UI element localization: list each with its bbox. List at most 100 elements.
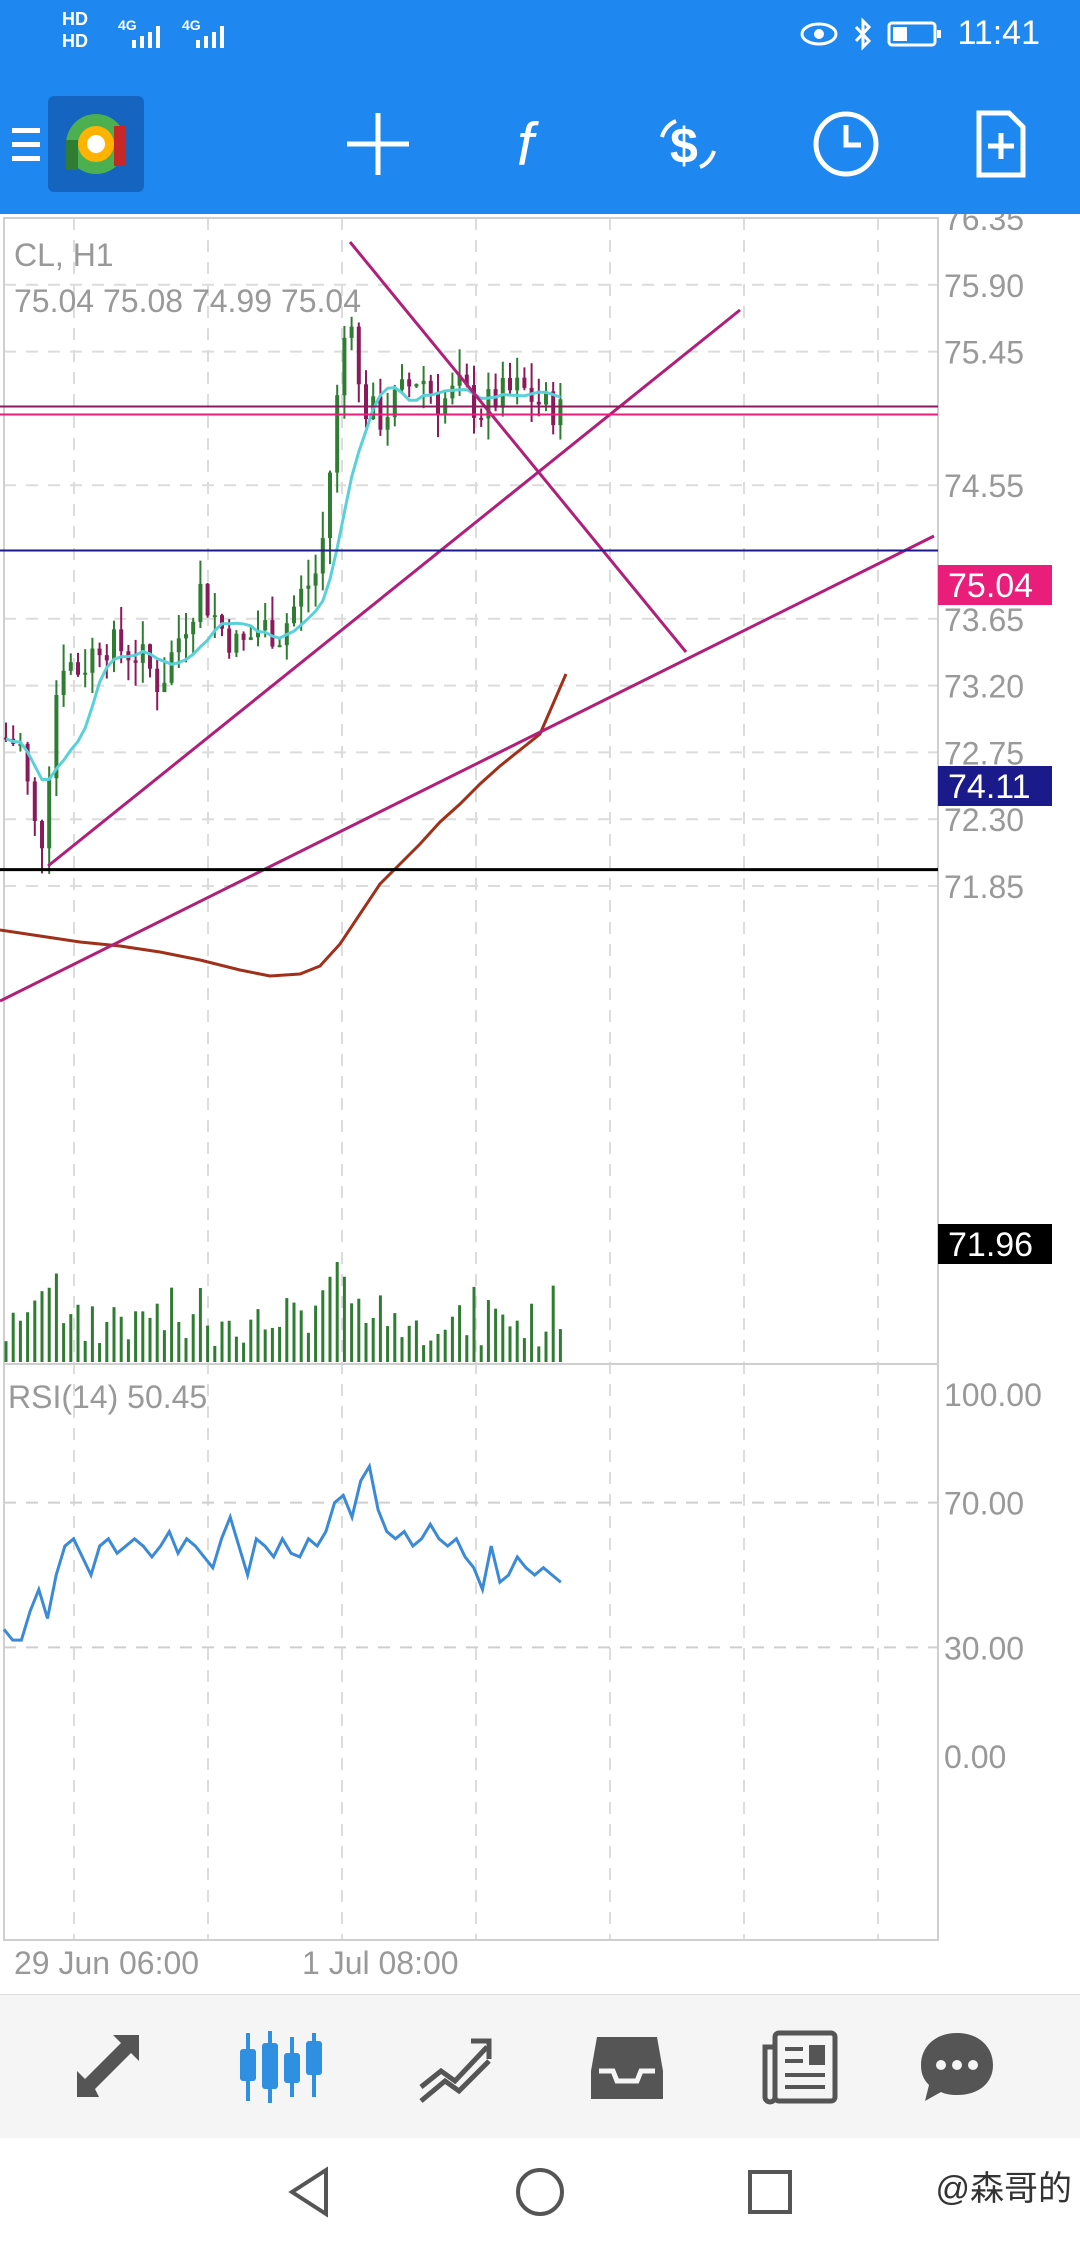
candle (148, 644, 152, 669)
eye-icon (800, 22, 838, 45)
candle (515, 377, 520, 391)
candle (104, 655, 109, 661)
svg-text:4G: 4G (182, 17, 201, 33)
candle (112, 629, 116, 661)
nav-chat[interactable] (912, 2025, 1002, 2109)
candle (40, 820, 44, 849)
candle (464, 374, 469, 386)
svg-text:$: $ (670, 118, 698, 174)
candle (76, 662, 80, 675)
candle (119, 629, 124, 652)
dollar-trade-icon: $ (660, 118, 716, 174)
candle (450, 385, 455, 399)
home-icon[interactable] (510, 2162, 570, 2222)
candle (536, 401, 541, 405)
svg-text:f: f (517, 111, 539, 178)
inbox-icon (591, 2037, 663, 2099)
crosshair-button[interactable] (336, 102, 420, 186)
price-axis-label: 71.85 (944, 869, 1024, 905)
price-axis-label: 73.65 (944, 602, 1024, 638)
chart-icon (240, 2031, 322, 2103)
candle (47, 778, 52, 849)
back-icon[interactable] (280, 2162, 340, 2222)
candle (234, 633, 239, 653)
candle (436, 393, 440, 415)
candle (414, 384, 419, 387)
new-order-button[interactable] (958, 102, 1042, 186)
price-axis-label: 73.20 (944, 669, 1024, 705)
time-label-2: 1 Jul 08:00 (302, 1945, 459, 1981)
candle (270, 620, 275, 647)
candle (292, 606, 296, 624)
candle (457, 374, 462, 386)
metatrader-logo-icon (48, 96, 144, 192)
candle (256, 630, 260, 638)
candle (472, 385, 476, 418)
rsi-axis-label: 30.00 (944, 1630, 1024, 1666)
rsi-axis-label: 0.00 (944, 1739, 1006, 1775)
hd-indicator: HD HD (62, 9, 88, 51)
candle (385, 417, 390, 430)
candle (241, 633, 246, 640)
candle (169, 652, 174, 683)
candle (97, 648, 102, 656)
ohlc-values: 75.04 75.08 74.99 75.04 (14, 283, 361, 319)
rsi-axis-label: 70.00 (944, 1486, 1024, 1522)
rsi-line (2, 1462, 562, 1642)
symbol-timeframe: CL, H1 (14, 237, 114, 273)
candle (479, 417, 484, 420)
candle (421, 380, 426, 385)
nav-trade[interactable] (410, 2025, 500, 2109)
nav-news[interactable] (756, 2025, 846, 2109)
candle (90, 648, 95, 673)
candle (54, 694, 59, 779)
price-chart[interactable]: CL, H1 75.04 75.08 74.99 75.04 76.35 75.9… (0, 201, 1080, 1994)
system-navigation: @森哥的 (0, 2138, 1080, 2244)
trendline-2 (47, 308, 741, 868)
nav-history[interactable] (582, 2025, 672, 2109)
candle (263, 620, 268, 631)
candle (364, 384, 368, 420)
price-axis-label: 75.45 (944, 335, 1024, 371)
black-line-price-tag: 71.96 (938, 1224, 1052, 1264)
bluetooth-icon (855, 16, 872, 51)
candle (306, 585, 311, 589)
blue-line-price-tag: 74.11 (938, 766, 1052, 806)
bottom-navigation (0, 1994, 1080, 2139)
candle (162, 682, 167, 693)
chart-area[interactable]: CL, H1 75.04 75.08 74.99 75.04 76.35 75.9… (0, 201, 1080, 1994)
nav-chart[interactable] (234, 2025, 324, 2109)
watermark: @森哥的 (935, 2170, 1072, 2208)
candle (342, 337, 347, 396)
status-bar: HD HD 4G 4G 11:41 (0, 0, 1080, 74)
candle (558, 399, 563, 426)
indicators-icon: f (517, 111, 539, 178)
trade-button[interactable]: $ (646, 102, 730, 186)
nav-quotes[interactable] (64, 2025, 154, 2109)
candle (508, 377, 512, 391)
candle (155, 668, 160, 693)
clock: 11:41 (957, 14, 1040, 52)
price-axis-label: 76.35 (944, 214, 1024, 237)
candle (205, 583, 210, 616)
candle (486, 389, 491, 419)
chat-icon (921, 2033, 993, 2101)
timeframe-button[interactable] (804, 102, 888, 186)
candle (356, 326, 361, 385)
candle (400, 379, 404, 390)
candle (18, 743, 23, 746)
indicators-button[interactable]: f (492, 102, 576, 186)
candle (428, 380, 433, 394)
signal-icon-2: 4G (182, 17, 224, 48)
menu-button[interactable] (0, 102, 68, 186)
recents-icon[interactable] (740, 2162, 800, 2222)
quotes-icon (77, 2035, 139, 2097)
candle (328, 472, 332, 539)
candle (25, 743, 30, 782)
candle (191, 621, 196, 635)
candle (184, 634, 188, 639)
top-toolbar: f $ (0, 74, 1080, 214)
trade-lines-icon (419, 2038, 492, 2103)
price-axis-label: 75.90 (944, 268, 1024, 304)
price-axis-label: 74.55 (944, 468, 1024, 504)
